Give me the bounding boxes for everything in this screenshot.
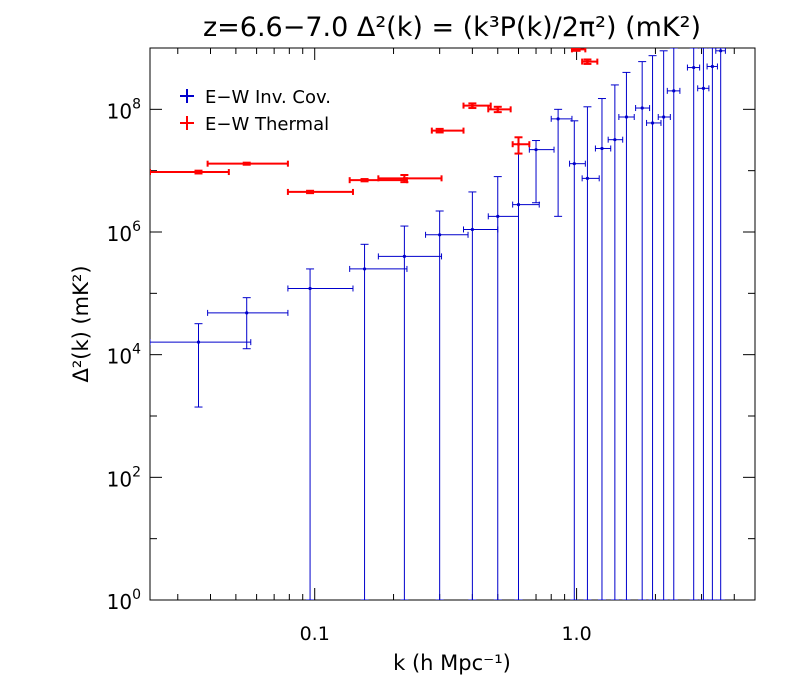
data-marker bbox=[585, 176, 590, 180]
y-axis-label: Δ²(k) (mK²) bbox=[69, 265, 93, 382]
data-point bbox=[635, 61, 651, 600]
data-marker bbox=[308, 190, 312, 194]
data-marker bbox=[624, 115, 629, 119]
plot-frame bbox=[149, 47, 756, 601]
x-tick-label: 0.1 bbox=[300, 623, 330, 645]
chart-title: z=6.6−7.0 Δ²(k) = (k³P(k)/2π²) (mK²) bbox=[203, 12, 701, 43]
data-point bbox=[425, 210, 469, 600]
data-point bbox=[594, 98, 612, 600]
legend: E−W Inv. Cov. E−W Thermal bbox=[180, 87, 331, 135]
data-point bbox=[286, 188, 354, 195]
y-axis-ticks bbox=[150, 47, 755, 601]
data-marker bbox=[438, 129, 442, 133]
legend-label-thermal: E−W Thermal bbox=[205, 114, 329, 135]
data-point bbox=[206, 160, 289, 167]
data-marker bbox=[438, 233, 442, 237]
data-point bbox=[697, 48, 710, 600]
data-point bbox=[581, 106, 600, 600]
data-marker bbox=[556, 117, 560, 121]
data-marker bbox=[600, 146, 604, 151]
x-axis-ticks bbox=[177, 48, 735, 600]
data-point bbox=[430, 127, 465, 134]
data-marker bbox=[196, 170, 201, 174]
data-marker bbox=[662, 115, 666, 119]
data-point bbox=[686, 48, 701, 600]
data-point bbox=[512, 136, 540, 600]
data-point bbox=[570, 48, 587, 53]
data-point bbox=[377, 225, 443, 600]
data-point bbox=[349, 243, 408, 600]
data-marker bbox=[362, 267, 367, 271]
data-point bbox=[581, 58, 599, 65]
data-marker bbox=[701, 86, 706, 90]
data-marker bbox=[245, 162, 249, 166]
data-point bbox=[207, 297, 289, 350]
data-marker bbox=[572, 162, 576, 166]
data-point bbox=[550, 108, 573, 217]
data-point bbox=[646, 55, 662, 600]
data-marker bbox=[650, 121, 655, 125]
data-marker bbox=[196, 340, 201, 344]
x-axis-label: k (h Mpc⁻¹) bbox=[393, 651, 511, 675]
y-tick-label: 108 bbox=[107, 96, 141, 123]
data-marker bbox=[516, 202, 521, 207]
series-thermal bbox=[150, 48, 599, 195]
data-marker bbox=[362, 178, 367, 182]
x-tick-label: 1.0 bbox=[561, 623, 591, 645]
y-tick-label: 100 bbox=[107, 587, 141, 614]
data-point bbox=[657, 50, 671, 600]
data-point bbox=[715, 48, 726, 600]
data-point bbox=[463, 191, 499, 600]
data-point bbox=[569, 120, 586, 600]
y-tick-label: 106 bbox=[107, 219, 141, 246]
data-marker bbox=[692, 65, 696, 70]
data-point bbox=[377, 173, 443, 184]
data-marker bbox=[710, 64, 714, 69]
y-tick-label: 102 bbox=[107, 464, 141, 491]
data-point bbox=[150, 169, 230, 176]
data-point bbox=[462, 102, 492, 110]
data-marker bbox=[613, 138, 617, 142]
y-axis-tick-labels: 100 102 104 106 108 bbox=[107, 96, 141, 614]
data-point bbox=[487, 176, 519, 600]
data-point bbox=[666, 48, 681, 600]
data-point bbox=[528, 140, 555, 204]
data-marker bbox=[470, 104, 474, 108]
data-marker bbox=[534, 148, 538, 152]
y-tick-label: 104 bbox=[107, 342, 141, 369]
data-marker bbox=[308, 286, 312, 291]
data-marker bbox=[585, 60, 590, 64]
data-point bbox=[706, 48, 718, 600]
data-point bbox=[618, 71, 635, 600]
data-marker bbox=[516, 142, 521, 146]
data-marker bbox=[402, 254, 406, 259]
data-marker bbox=[245, 311, 249, 315]
data-point bbox=[150, 323, 252, 408]
data-marker bbox=[574, 48, 579, 51]
data-marker bbox=[719, 49, 723, 53]
data-marker bbox=[672, 89, 676, 93]
legend-entry-inv-cov: E−W Inv. Cov. bbox=[180, 87, 331, 108]
series-inv-cov bbox=[150, 48, 726, 600]
data-point bbox=[511, 136, 531, 155]
data-point bbox=[487, 105, 512, 114]
data-marker bbox=[470, 227, 474, 232]
legend-label-inv-cov: E−W Inv. Cov. bbox=[205, 87, 331, 108]
data-point bbox=[607, 84, 624, 600]
data-marker bbox=[496, 107, 500, 111]
series-layer bbox=[150, 48, 726, 600]
data-marker bbox=[640, 106, 644, 110]
legend-entry-thermal: E−W Thermal bbox=[180, 114, 329, 135]
data-point bbox=[287, 268, 354, 600]
x-axis-tick-labels: 0.1 1.0 bbox=[300, 623, 592, 645]
data-marker bbox=[496, 214, 500, 218]
data-marker bbox=[402, 176, 406, 180]
